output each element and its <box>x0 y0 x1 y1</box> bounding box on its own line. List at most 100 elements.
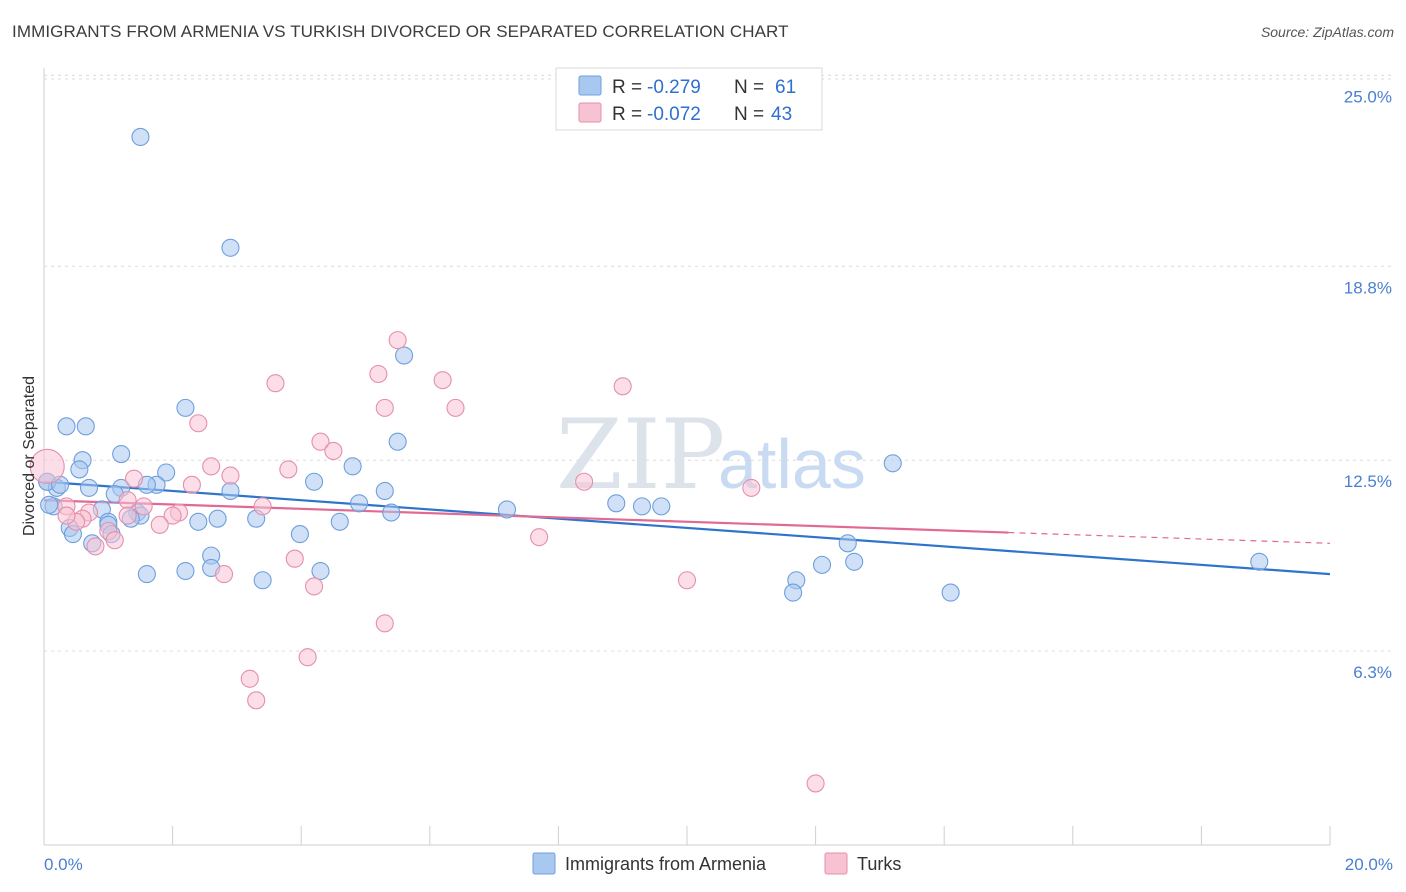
x-tick-label-0: 0.0% <box>44 855 83 874</box>
chart-title: IMMIGRANTS FROM ARMENIA VS TURKISH DIVOR… <box>12 22 789 41</box>
trendlines <box>43 480 1331 576</box>
point-turks-34 <box>285 549 304 568</box>
point-turks-41 <box>247 691 266 710</box>
point-armenia-34 <box>208 509 227 528</box>
stats-r-label-turks: R = <box>612 104 642 125</box>
point-armenia-10 <box>343 457 362 476</box>
source-credit: Source: ZipAtlas.com <box>1260 24 1394 40</box>
point-armenia-1 <box>221 238 240 257</box>
point-turks-33 <box>86 537 105 556</box>
point-turks-12 <box>279 460 298 479</box>
point-turks-15 <box>575 472 594 491</box>
point-turks-13 <box>221 466 240 485</box>
point-turks-6 <box>446 398 465 417</box>
point-armenia-0 <box>131 127 150 147</box>
stats-n-label-armenia: N = <box>734 77 764 98</box>
point-turks-14 <box>124 469 144 488</box>
point-turks-2 <box>433 371 452 390</box>
point-turks-35 <box>214 565 234 584</box>
point-turks-29 <box>150 515 169 534</box>
point-turks-3 <box>266 374 285 393</box>
point-turks-11 <box>202 457 221 476</box>
x-tick-labels: 0.0% 20.0% <box>44 855 1393 874</box>
trendline-turks-extension <box>1008 531 1331 544</box>
point-turks-32 <box>105 531 124 550</box>
point-turks-5 <box>375 398 394 417</box>
legend-label-turks: Turks <box>857 854 901 874</box>
point-armenia-28 <box>497 500 517 519</box>
point-armenia-25 <box>632 497 652 516</box>
y-tick-label-1: 12.5% <box>1344 472 1392 491</box>
point-armenia-56 <box>784 583 803 602</box>
point-turks-25 <box>118 506 137 525</box>
stats-r-value-turks: -0.072 <box>647 104 701 125</box>
watermark: ZIP atlas <box>556 399 866 511</box>
axes <box>43 68 1331 846</box>
legend-label-armenia: Immigrants from Armenia <box>565 854 767 874</box>
point-turks-21 <box>253 497 272 516</box>
point-armenia-54 <box>253 571 272 590</box>
point-turks-24 <box>163 506 182 525</box>
stats-r-label-armenia: R = <box>612 77 642 98</box>
watermark-zip: ZIP <box>556 399 725 511</box>
point-turks-17 <box>742 478 761 497</box>
point-armenia-47 <box>1250 552 1269 571</box>
point-armenia-2 <box>395 346 414 365</box>
y-tick-label-3: 25.0% <box>1344 87 1392 106</box>
y-tick-label-2: 18.8% <box>1344 278 1392 297</box>
point-armenia-7 <box>112 444 131 464</box>
point-armenia-14 <box>305 472 324 491</box>
point-armenia-51 <box>176 561 195 581</box>
stats-r-value-armenia: -0.279 <box>647 77 701 98</box>
point-armenia-52 <box>311 561 330 581</box>
point-armenia-5 <box>76 417 95 436</box>
trendline-armenia <box>43 480 1331 576</box>
point-turks-18 <box>118 491 137 510</box>
point-armenia-53 <box>137 565 156 584</box>
stats-n-label-turks: N = <box>734 104 764 125</box>
x-tick-label-1: 20.0% <box>1345 855 1393 874</box>
point-turks-40 <box>240 669 259 688</box>
stats-n-value-turks: 43 <box>771 104 792 125</box>
point-armenia-3 <box>176 398 195 417</box>
stats-legend: R = -0.279 N = 61 R = -0.072 N = 43 <box>555 67 823 131</box>
point-turks-31 <box>530 528 549 547</box>
point-armenia-39 <box>330 512 349 531</box>
y-tick-labels: 6.3% 12.5% 18.8% 25.0% <box>1344 87 1392 682</box>
point-turks-9 <box>324 441 343 461</box>
point-armenia-24 <box>607 494 626 513</box>
point-turks-20 <box>134 497 153 516</box>
watermark-atlas: atlas <box>718 425 866 503</box>
point-armenia-22 <box>375 481 394 501</box>
stats-swatch-turks <box>578 102 602 123</box>
point-armenia-48 <box>845 552 864 571</box>
point-armenia-12 <box>157 463 176 482</box>
point-armenia-26 <box>652 497 671 516</box>
point-armenia-45 <box>838 534 857 553</box>
stats-swatch-armenia <box>578 75 602 96</box>
point-turks-8 <box>311 432 330 451</box>
point-armenia-6 <box>388 432 407 451</box>
trendline-turks <box>43 499 1009 534</box>
point-armenia-21 <box>221 481 240 501</box>
point-armenia-23 <box>350 494 369 513</box>
point-armenia-49 <box>812 555 832 574</box>
point-armenia-18 <box>79 478 99 497</box>
point-turks-0 <box>388 331 407 350</box>
point-armenia-32 <box>382 503 401 522</box>
point-turks-7 <box>189 414 208 433</box>
point-armenia-57 <box>941 583 960 602</box>
point-armenia-60 <box>40 495 59 514</box>
point-turks-1 <box>369 364 388 384</box>
point-turks-16 <box>182 475 201 494</box>
point-armenia-9 <box>883 454 902 473</box>
point-armenia-43 <box>290 525 309 544</box>
point-turks-37 <box>305 577 324 596</box>
stats-n-value-armenia: 61 <box>775 77 796 98</box>
point-turks-28 <box>57 506 76 525</box>
y-axis-label: Divorced or Separated <box>21 376 38 536</box>
legend-swatch-turks <box>824 852 848 875</box>
point-turks-42 <box>806 774 825 793</box>
point-armenia-38 <box>189 512 208 531</box>
